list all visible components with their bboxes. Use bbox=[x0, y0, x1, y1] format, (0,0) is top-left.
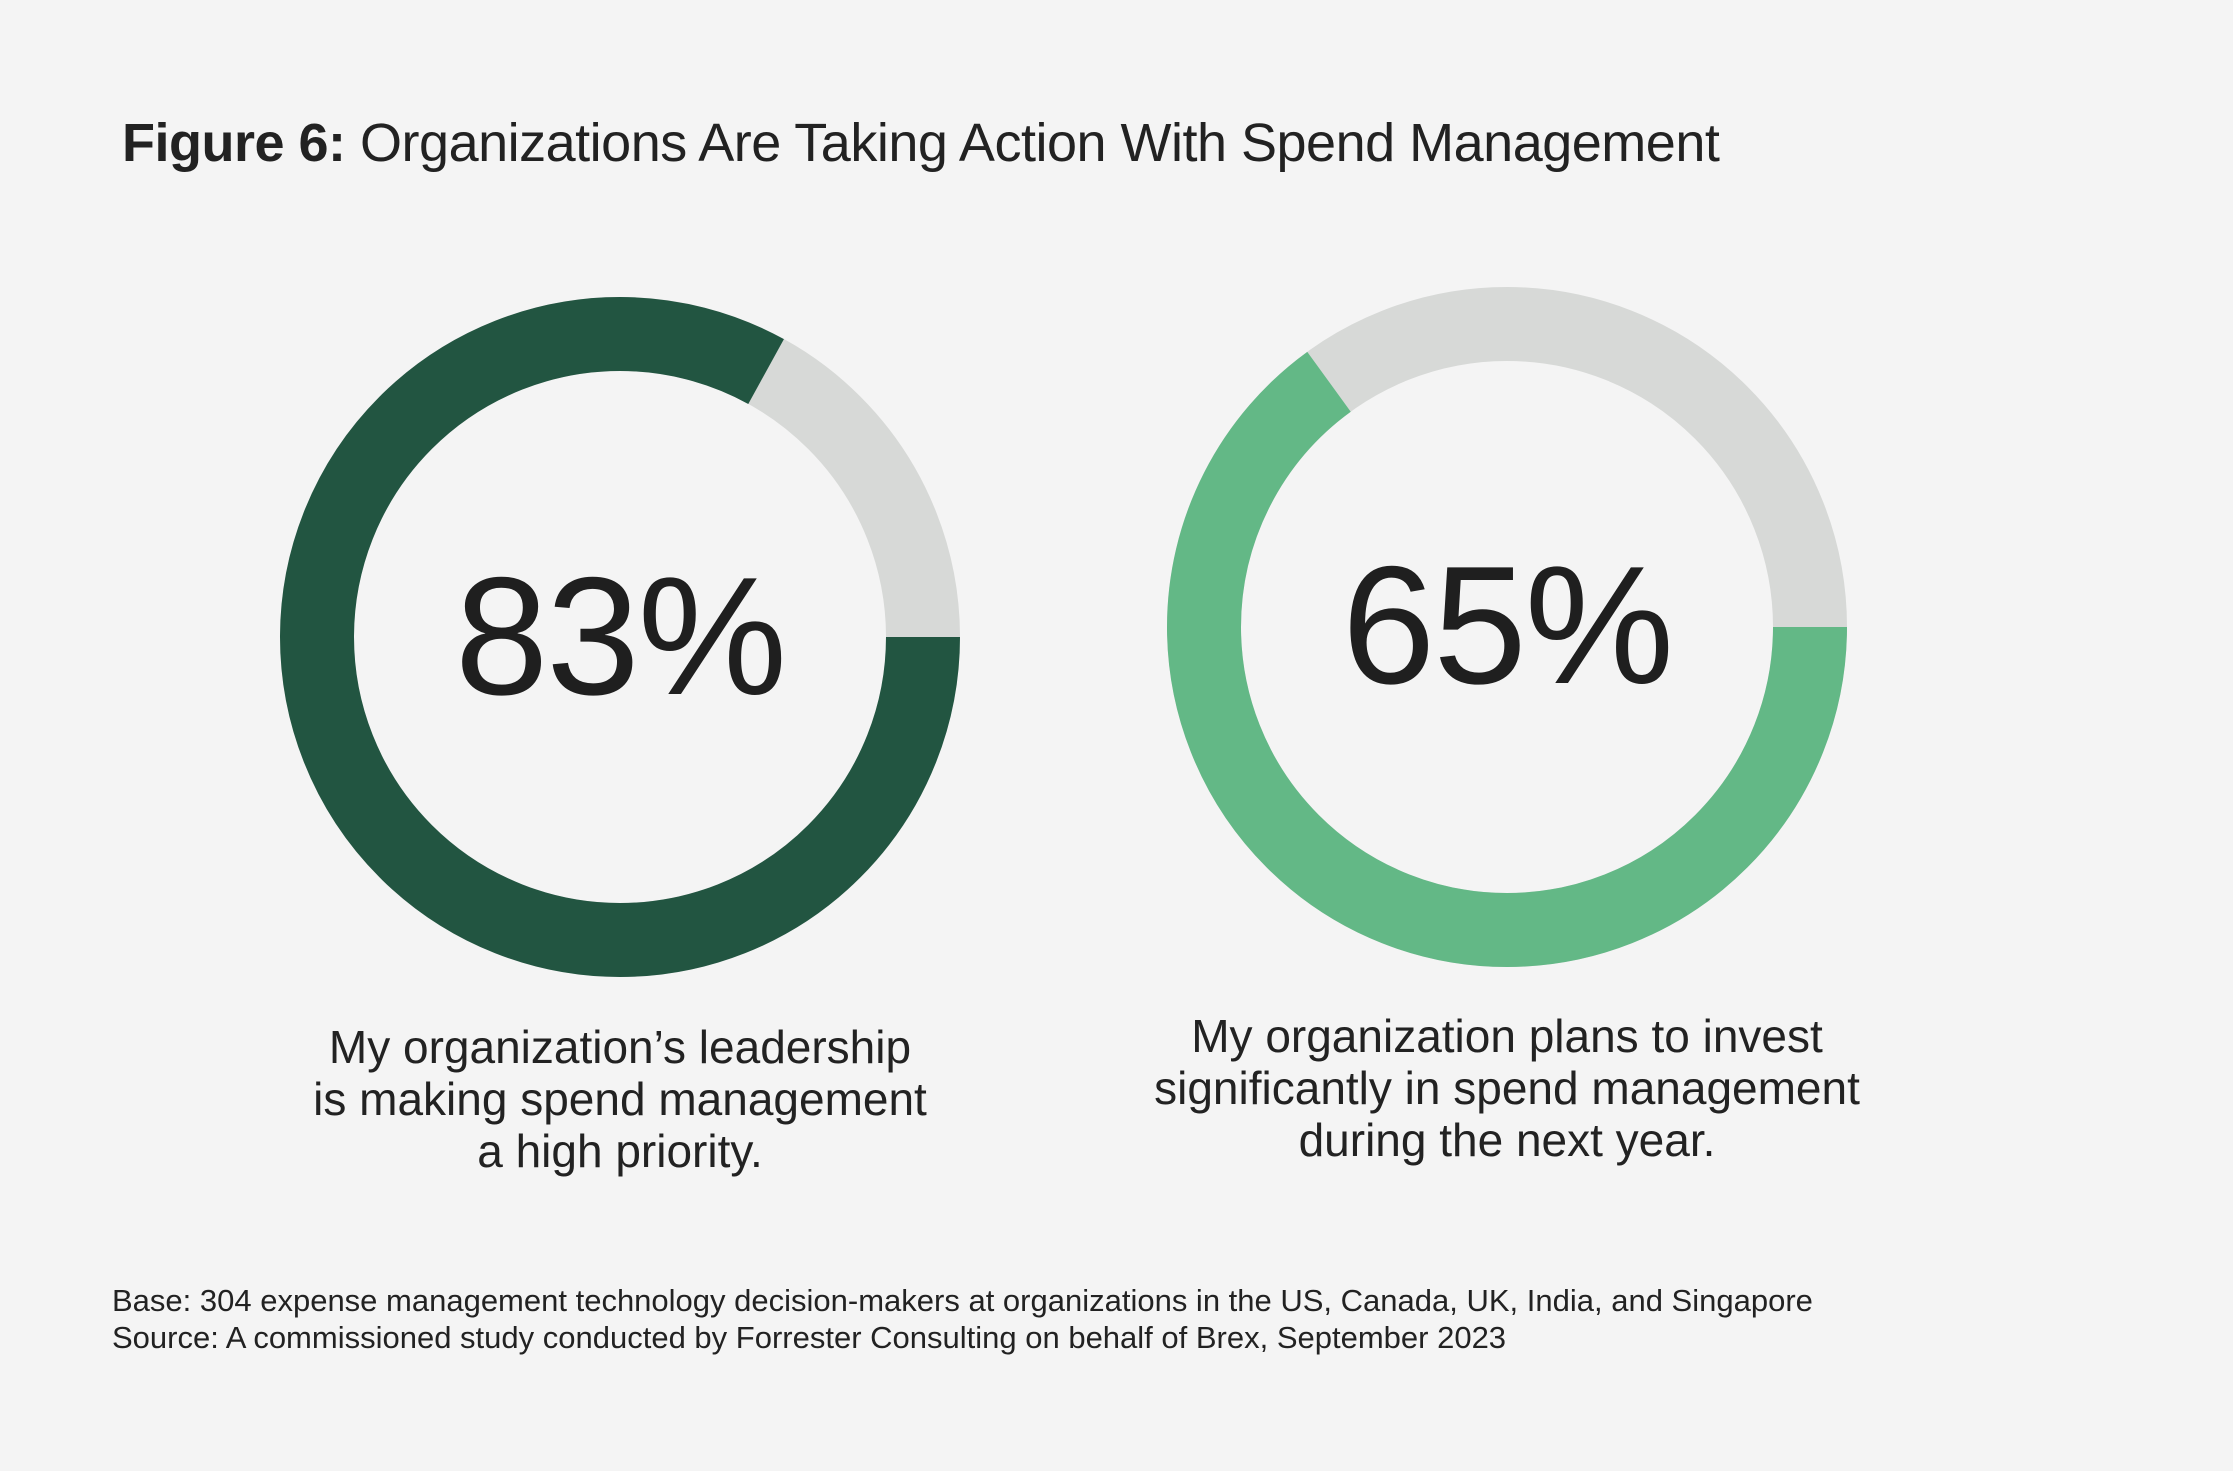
figure-number: Figure 6: bbox=[122, 113, 346, 173]
donut-1-arc bbox=[280, 297, 960, 977]
footnote-source: Source: A commissioned study conducted b… bbox=[112, 1320, 1507, 1355]
donut-1-caption-line-3: a high priority. bbox=[477, 1125, 763, 1177]
figure-title-text: Organizations Are Taking Action With Spe… bbox=[360, 113, 1720, 173]
donut-2-caption-line-2: significantly in spend management bbox=[1154, 1062, 1860, 1114]
donut-2-caption-line-1: My organization plans to invest bbox=[1191, 1010, 1823, 1062]
donut-2-caption-line-3: during the next year. bbox=[1298, 1114, 1716, 1166]
chart-title: Figure 6: Organizations Are Taking Actio… bbox=[122, 112, 1720, 174]
donut-1-caption-line-1: My organization’s leadership bbox=[328, 1021, 912, 1073]
donut-2-value: 65% bbox=[1341, 531, 1674, 719]
donut-2-caption: My organization plans to invest signific… bbox=[1057, 1010, 1957, 1166]
donut-1-caption-line-2: is making spend management bbox=[313, 1073, 927, 1125]
donut-chart-1 bbox=[280, 297, 960, 977]
donut-chart-2 bbox=[1167, 287, 1847, 967]
footnote-base: Base: 304 expense management technology … bbox=[112, 1283, 1813, 1318]
footnote: Base: 304 expense management technology … bbox=[112, 1282, 1813, 1356]
donut-1-value: 83% bbox=[454, 542, 787, 730]
donut-1-caption: My organization’s leadership is making s… bbox=[170, 1021, 1070, 1177]
donut-2-arc bbox=[1167, 287, 1847, 967]
